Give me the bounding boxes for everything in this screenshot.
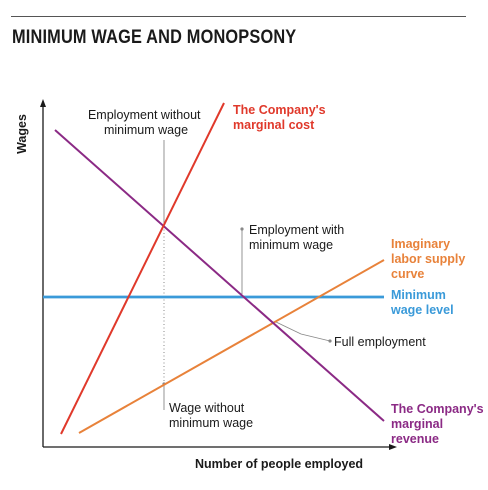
marginal-cost-label: The Company's marginal cost	[233, 103, 329, 132]
y-axis-arrow	[40, 99, 46, 107]
employment-without-label: Employment without minimum wage	[88, 108, 204, 137]
marginal-revenue-label: The Company's marginal revenue	[391, 402, 487, 446]
chart-title: MINIMUM WAGE AND MONOPSONY	[12, 27, 297, 48]
top-rule	[11, 16, 466, 17]
full-employment-label: Full employment	[334, 335, 426, 349]
labor-supply-curve	[78, 259, 385, 434]
marginal-cost-curve	[60, 102, 225, 435]
x-axis-arrow	[389, 444, 397, 450]
labor-supply-label: Imaginary labor supply curve	[391, 237, 469, 281]
full-employment-dot	[328, 339, 332, 343]
marginal-revenue-curve	[54, 129, 385, 422]
y-axis-label: Wages	[15, 114, 29, 154]
employment-with-label: Employment with minimum wage	[249, 223, 348, 252]
x-axis-label: Number of people employed	[195, 457, 363, 471]
full-employment-leader	[275, 321, 331, 342]
minimum-wage-label: Minimum wage level	[390, 288, 454, 317]
wage-without-label: Wage without minimum wage	[169, 401, 253, 430]
emp-with-dot	[240, 227, 244, 231]
